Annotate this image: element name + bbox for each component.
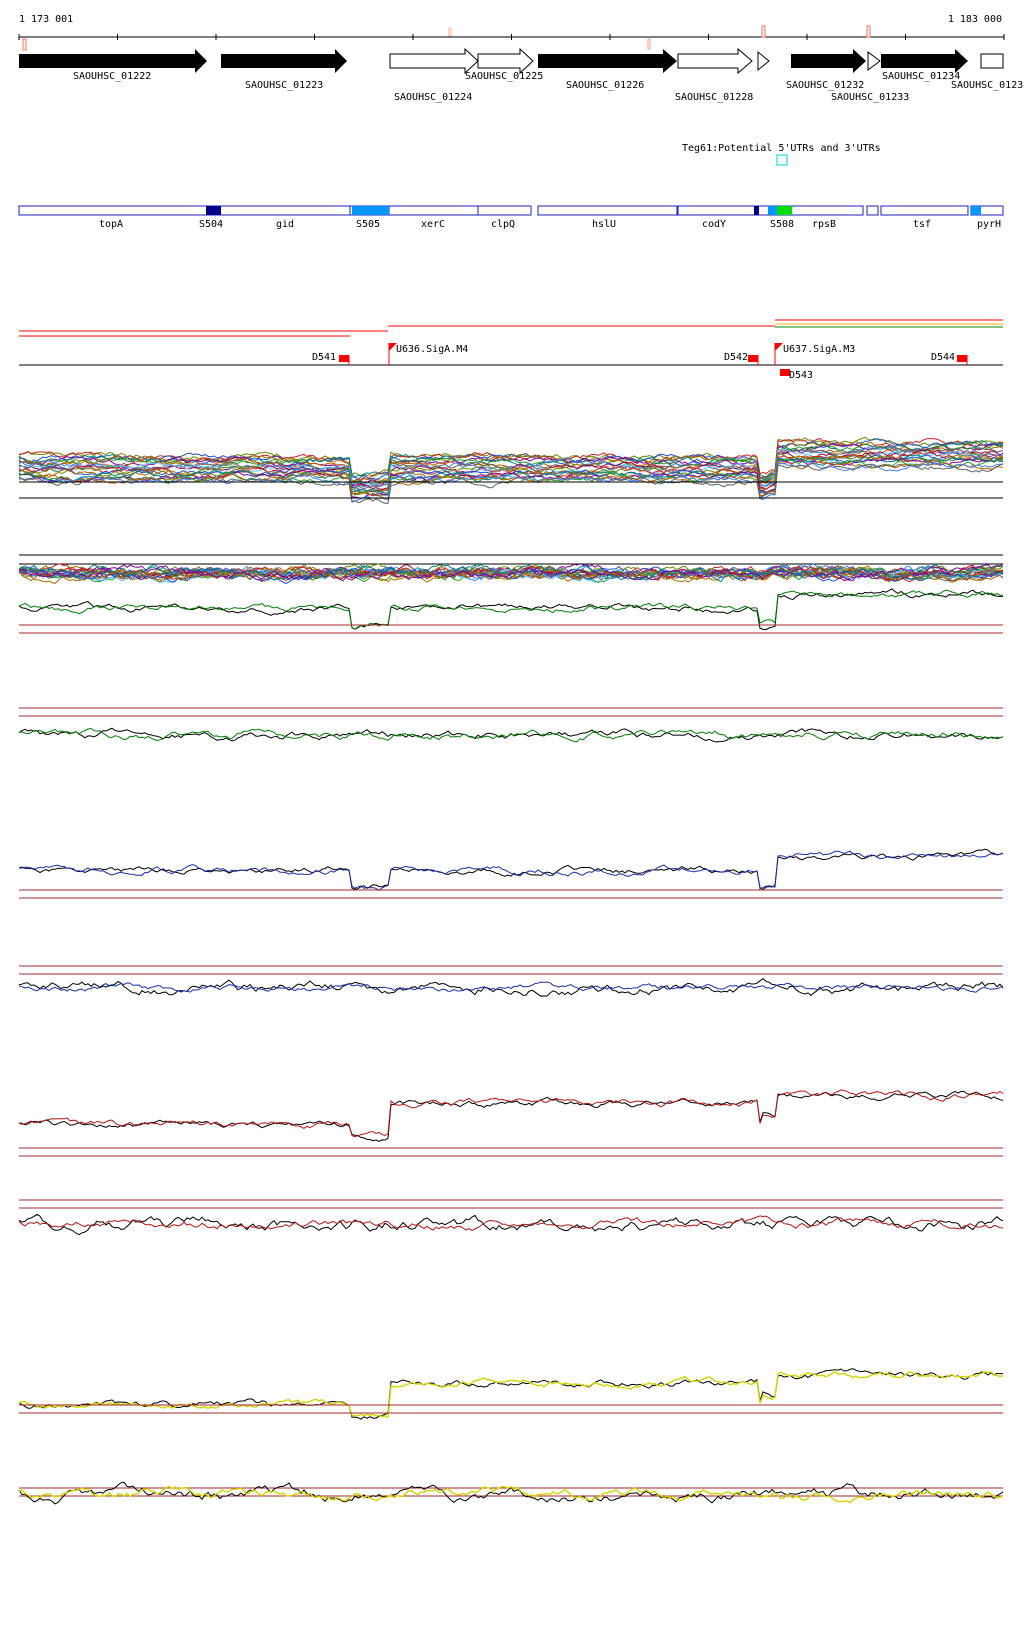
gene-label: SAOUHSC_01226 <box>566 80 645 91</box>
gene-arrow[interactable] <box>677 47 753 75</box>
annotation-track <box>18 205 1004 216</box>
annot-label: S508 <box>770 219 795 230</box>
coverage-line <box>18 463 1004 504</box>
coverage-line <box>18 1215 1004 1231</box>
gene-arrow[interactable] <box>867 51 881 71</box>
promoter-label: D542 <box>724 352 749 363</box>
annot-label: S504 <box>199 219 224 230</box>
gene-arrow[interactable] <box>538 49 677 73</box>
gene-arrow[interactable] <box>477 47 534 75</box>
gene-arrow[interactable] <box>389 47 479 75</box>
annot-label: clpQ <box>491 219 516 230</box>
promoter-label: D541 <box>312 352 337 363</box>
promoter-marker[interactable] <box>748 355 759 365</box>
promoter-label: D543 <box>789 370 814 381</box>
annot-box <box>477 205 532 216</box>
gene-track <box>19 47 1004 75</box>
gene-label: SAOUHSC_01224 <box>394 92 473 103</box>
promoter-marker[interactable] <box>957 355 968 365</box>
annot-label: topA <box>99 219 124 230</box>
coverage-line <box>18 563 1004 582</box>
promoter-marker[interactable] <box>774 343 783 365</box>
coverage-line <box>18 1090 1004 1142</box>
promoter-label: U637.SigA.M3 <box>783 344 856 355</box>
gene-arrow[interactable] <box>881 49 968 73</box>
expression-track-3 <box>18 707 1004 743</box>
coverage-line <box>18 848 1004 891</box>
gene-arrow[interactable] <box>221 49 347 73</box>
coverage-line <box>18 589 1004 630</box>
coverage-line <box>18 1368 1004 1420</box>
coverage-line <box>18 1485 1004 1504</box>
start-coordinate: 1 173 001 <box>19 14 74 25</box>
annot-label: hslU <box>592 219 617 230</box>
gene-arrow[interactable] <box>980 53 1004 69</box>
expression-track-5 <box>18 965 1004 997</box>
annot-box <box>537 205 678 216</box>
gene-label: SAOUHSC_01235 <box>951 80 1024 91</box>
gene-arrow[interactable] <box>757 50 770 72</box>
coverage-line <box>18 565 1004 584</box>
coverage-line <box>18 1089 1004 1138</box>
teg-label: Teg61:Potential 5'UTRs and 3'UTRs <box>682 143 881 154</box>
gene-arrow[interactable] <box>791 49 866 73</box>
end-coordinate: 1 183 000 <box>947 14 1002 25</box>
promoter-label: U636.SigA.M4 <box>396 344 469 355</box>
annot-label: rpsB <box>812 219 837 230</box>
promoter-marker[interactable] <box>780 369 790 376</box>
expression-track-8 <box>18 1368 1004 1420</box>
annot-label: S505 <box>356 219 381 230</box>
annot-box <box>388 205 479 216</box>
annot-label: pyrH <box>977 219 1002 230</box>
coverage-line <box>18 1371 1004 1419</box>
annot-label: xerC <box>421 219 446 230</box>
expression-track-9 <box>18 1481 1004 1505</box>
gene-label: SAOUHSC_01234 <box>882 71 961 82</box>
expression-track-4 <box>18 848 1004 899</box>
annot-box <box>880 205 969 216</box>
coverage-line <box>18 727 1004 743</box>
gene-arrow[interactable] <box>19 49 207 73</box>
operon-track <box>19 319 1003 376</box>
coverage-line <box>18 981 1004 993</box>
promoter-marker[interactable] <box>339 355 350 365</box>
annot-label: codY <box>702 219 727 230</box>
coverage-line <box>18 564 1004 582</box>
coverage-line <box>18 564 1004 581</box>
expression-track-6 <box>18 1089 1004 1157</box>
coverage-line <box>18 1481 1004 1505</box>
gene-label: SAOUHSC_01222 <box>73 71 152 82</box>
coverage-line <box>18 727 1004 743</box>
expression-track-7 <box>18 1199 1004 1236</box>
gene-label: SAOUHSC_01223 <box>245 80 324 91</box>
annot-box <box>18 205 351 216</box>
coverage-line <box>18 462 1004 504</box>
promoter-marker[interactable] <box>388 343 397 365</box>
annot-label: gid <box>276 219 295 230</box>
coverage-line <box>18 443 1004 487</box>
expression-track-2 <box>18 554 1004 634</box>
coverage-line <box>18 453 1004 496</box>
expression-track-1 <box>18 436 1004 504</box>
gene-label: SAOUHSC_01233 <box>831 92 910 103</box>
gene-label: SAOUHSC_01228 <box>675 92 754 103</box>
annot-label: tsf <box>913 219 932 230</box>
teg-marker[interactable] <box>776 154 796 175</box>
coverage-line <box>18 1213 1004 1236</box>
gene-label: SAOUHSC_01232 <box>786 80 865 91</box>
promoter-label: D544 <box>931 352 956 363</box>
gene-label: SAOUHSC_01225 <box>465 71 544 82</box>
annot-box <box>866 205 879 216</box>
scale-ruler <box>18 25 1005 51</box>
coverage-line <box>18 850 1004 892</box>
